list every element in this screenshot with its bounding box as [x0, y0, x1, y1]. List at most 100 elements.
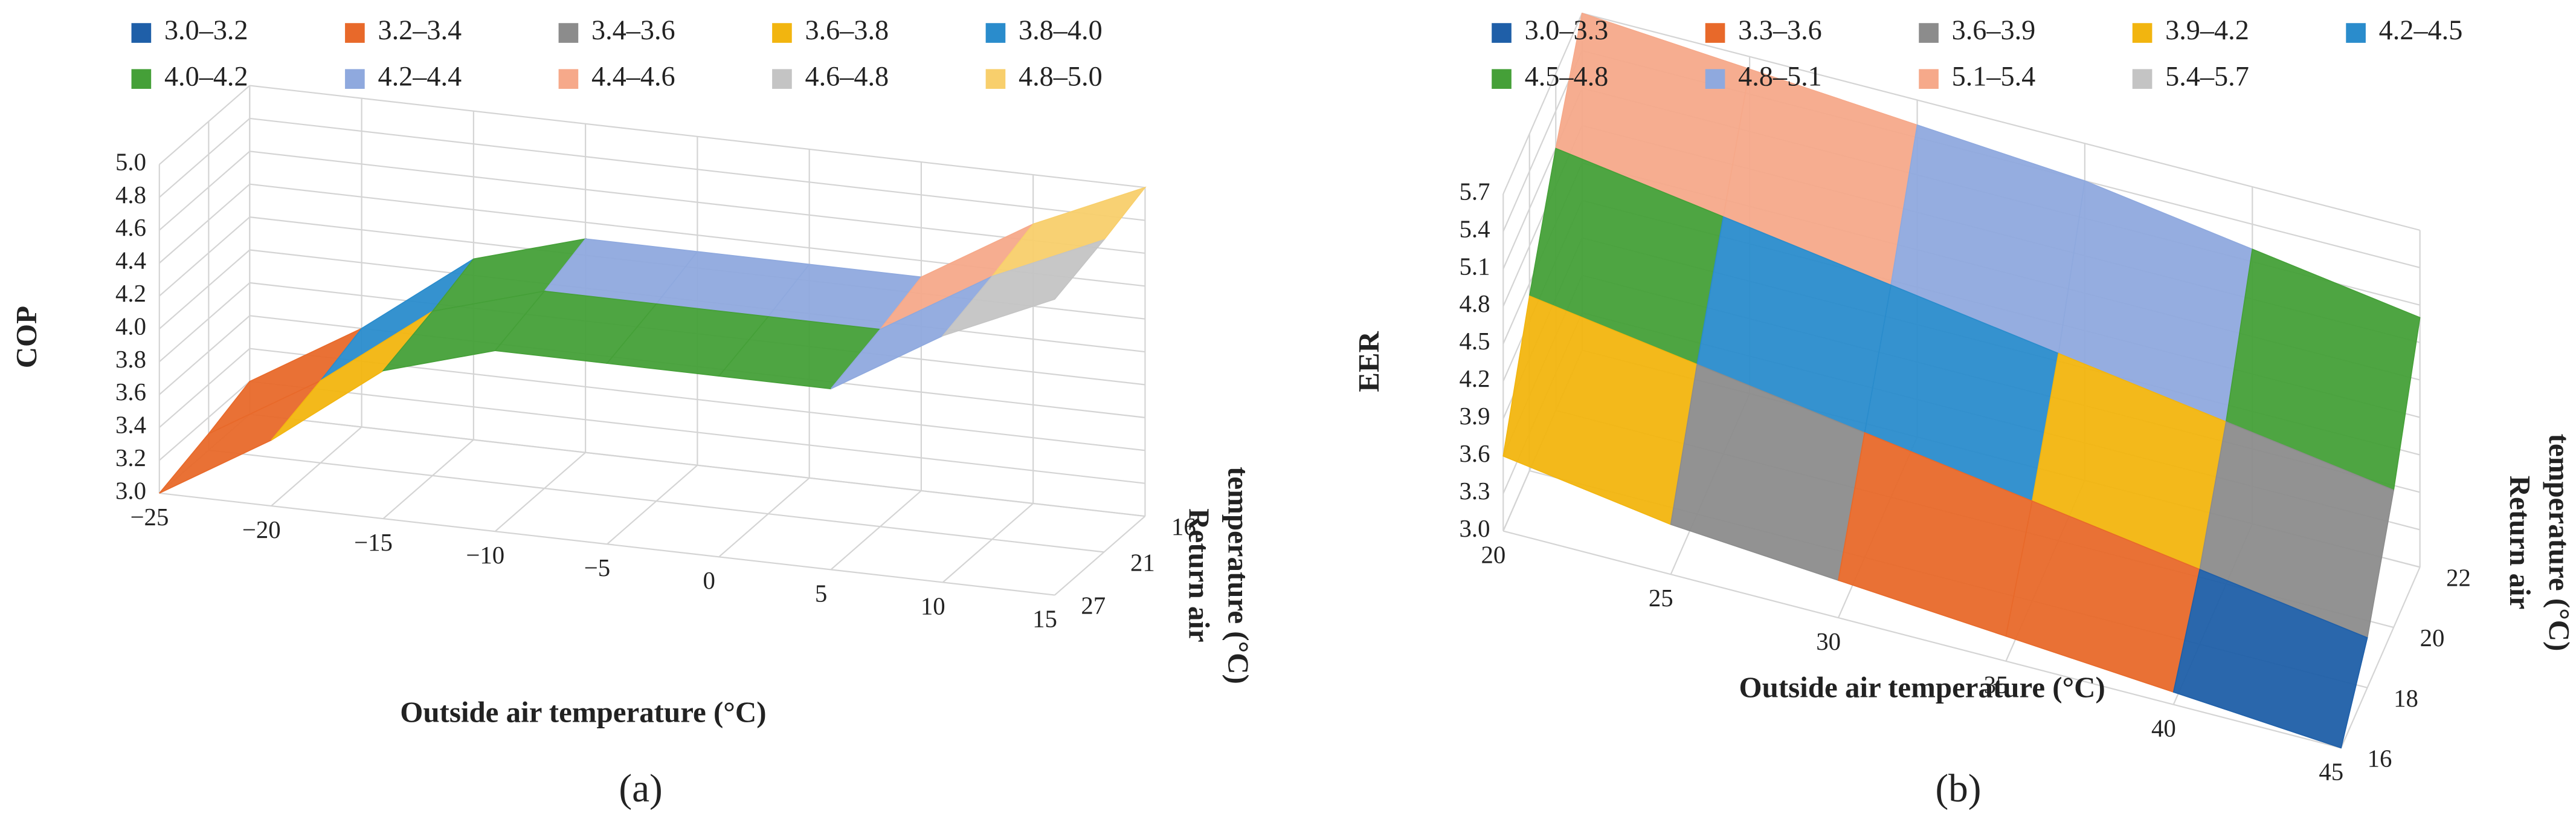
z-tick-label: 5.0 — [115, 148, 146, 175]
y-tick-label: 27 — [1081, 592, 1106, 620]
legend-label: 3.8–4.0 — [1019, 15, 1103, 45]
grid-line — [159, 118, 251, 198]
legend-label: 4.2–4.5 — [2379, 15, 2463, 45]
panel-label: (a) — [619, 767, 662, 811]
x-axis-title: Outside air temperature (°C) — [400, 695, 766, 728]
legend-label: 4.6–4.8 — [805, 60, 889, 91]
grid-line — [159, 492, 1055, 596]
grid-line — [382, 439, 474, 519]
y-tick-label: 22 — [2446, 564, 2471, 591]
x-axis-title: Outside air temperature (°C) — [1739, 671, 2105, 704]
z-tick-label: 4.0 — [115, 312, 146, 340]
z-tick-label: 3.2 — [115, 444, 146, 471]
z-axis-title: EER — [1352, 331, 1385, 392]
x-tick-label: 20 — [1481, 541, 1506, 568]
grid-line — [159, 282, 251, 363]
x-tick-label: −20 — [242, 516, 281, 543]
surface-patch — [2172, 568, 2368, 749]
grid-line — [271, 426, 362, 506]
surface-patch — [941, 239, 1106, 337]
legend-swatch — [131, 69, 152, 89]
grid-line — [250, 413, 1145, 517]
legend-swatch — [131, 23, 152, 43]
legend-swatch — [558, 69, 579, 89]
z-tick-label: 3.6 — [115, 378, 146, 406]
grid-line — [830, 490, 922, 571]
legend-swatch — [985, 69, 1006, 89]
z-tick-label: 4.2 — [115, 280, 146, 307]
x-tick-label: −25 — [130, 503, 169, 531]
legend-label: 4.0–4.2 — [164, 60, 248, 91]
z-tick-label: 3.8 — [115, 346, 146, 373]
x-tick-label: 15 — [1032, 605, 1057, 632]
y-tick-label: 18 — [2394, 685, 2418, 712]
legend-label: 3.2–3.4 — [378, 15, 462, 45]
grid-line — [159, 348, 251, 429]
grid-line — [1502, 530, 2342, 749]
chart-panel: 3.0 3.2 3.4 3.6 3.8 4.0 4.2 4.4 4.6 4.8 5.0 −25 −20 −… — [10, 15, 1255, 811]
x-tick-label: 40 — [2151, 715, 2176, 742]
z-tick-label: 3.0 — [1460, 515, 1490, 542]
grid-line — [159, 315, 251, 395]
legend-swatch — [772, 69, 792, 89]
grid-line — [607, 464, 698, 545]
legend-label: 5.4–5.7 — [2165, 60, 2249, 91]
grid-line — [1054, 516, 1146, 596]
legend-label: 4.8–5.1 — [1738, 60, 1822, 91]
legend-swatch — [1919, 69, 1939, 89]
y-axis-title: Return air — [2504, 476, 2537, 610]
z-tick-label: 4.2 — [1460, 365, 1490, 392]
legend-label: 5.1–5.4 — [1952, 60, 2036, 91]
legend-swatch — [2346, 23, 2366, 43]
grid-line — [159, 85, 251, 165]
z-tick-label: 3.0 — [115, 477, 146, 504]
chart-panel: 3.0 3.3 3.6 3.9 4.2 4.5 4.8 5.1 5.4 5.7 20 25 30 35 40… — [1352, 12, 2576, 811]
panel-label: (b) — [1935, 767, 1981, 811]
grid-line — [2340, 566, 2421, 748]
x-tick-label: 35 — [1984, 672, 2009, 699]
grid-line — [718, 477, 810, 558]
y-tick-label: 16 — [2368, 745, 2392, 772]
legend-label: 3.3–3.6 — [1738, 15, 1822, 45]
x-tick-label: −5 — [584, 554, 610, 581]
legend-swatch — [1492, 23, 1512, 43]
z-tick-label: 5.4 — [1460, 215, 1490, 242]
y-tick-label: 20 — [2420, 624, 2445, 652]
x-tick-label: 0 — [703, 567, 715, 594]
x-tick-label: −15 — [354, 529, 393, 556]
y-tick-label: 16 — [1171, 513, 1196, 540]
legend-swatch — [985, 23, 1006, 43]
grid-line — [159, 249, 251, 329]
z-tick-label: 3.4 — [115, 412, 146, 439]
legend-swatch — [558, 23, 579, 43]
legend-swatch — [2132, 23, 2153, 43]
legend-swatch — [772, 23, 792, 43]
y-axis-title: temperature (°C) — [1222, 467, 1255, 684]
z-tick-label: 3.6 — [1460, 440, 1490, 467]
legend-label: 3.0–3.3 — [1525, 15, 1609, 45]
z-tick-label: 4.4 — [115, 247, 146, 274]
y-tick-label: 21 — [1130, 549, 1155, 576]
legend-swatch — [345, 69, 365, 89]
y-axis-title: temperature (°C) — [2543, 434, 2576, 652]
z-tick-label: 4.8 — [115, 181, 146, 209]
y-axis-title: Return air — [1182, 508, 1216, 642]
legend-swatch — [2132, 69, 2153, 89]
grid-line — [942, 503, 1034, 583]
legend-label: 4.4–4.6 — [591, 60, 675, 91]
x-tick-label: 45 — [2319, 758, 2343, 785]
grid-line — [159, 216, 251, 297]
z-axis-title: COP — [10, 306, 43, 368]
legend-label: 3.0–3.2 — [164, 15, 248, 45]
grid-line — [494, 451, 586, 532]
legend-label: 3.4–3.6 — [591, 15, 675, 45]
x-tick-label: 25 — [1649, 584, 1673, 612]
z-tick-label: 4.8 — [1460, 290, 1490, 317]
x-tick-label: 10 — [921, 592, 945, 620]
z-tick-label: 5.1 — [1460, 253, 1490, 280]
grid-line — [159, 183, 251, 264]
legend-label: 4.2–4.4 — [378, 60, 462, 91]
legend-label: 3.6–3.9 — [1952, 15, 2036, 45]
grid-line — [159, 150, 251, 231]
